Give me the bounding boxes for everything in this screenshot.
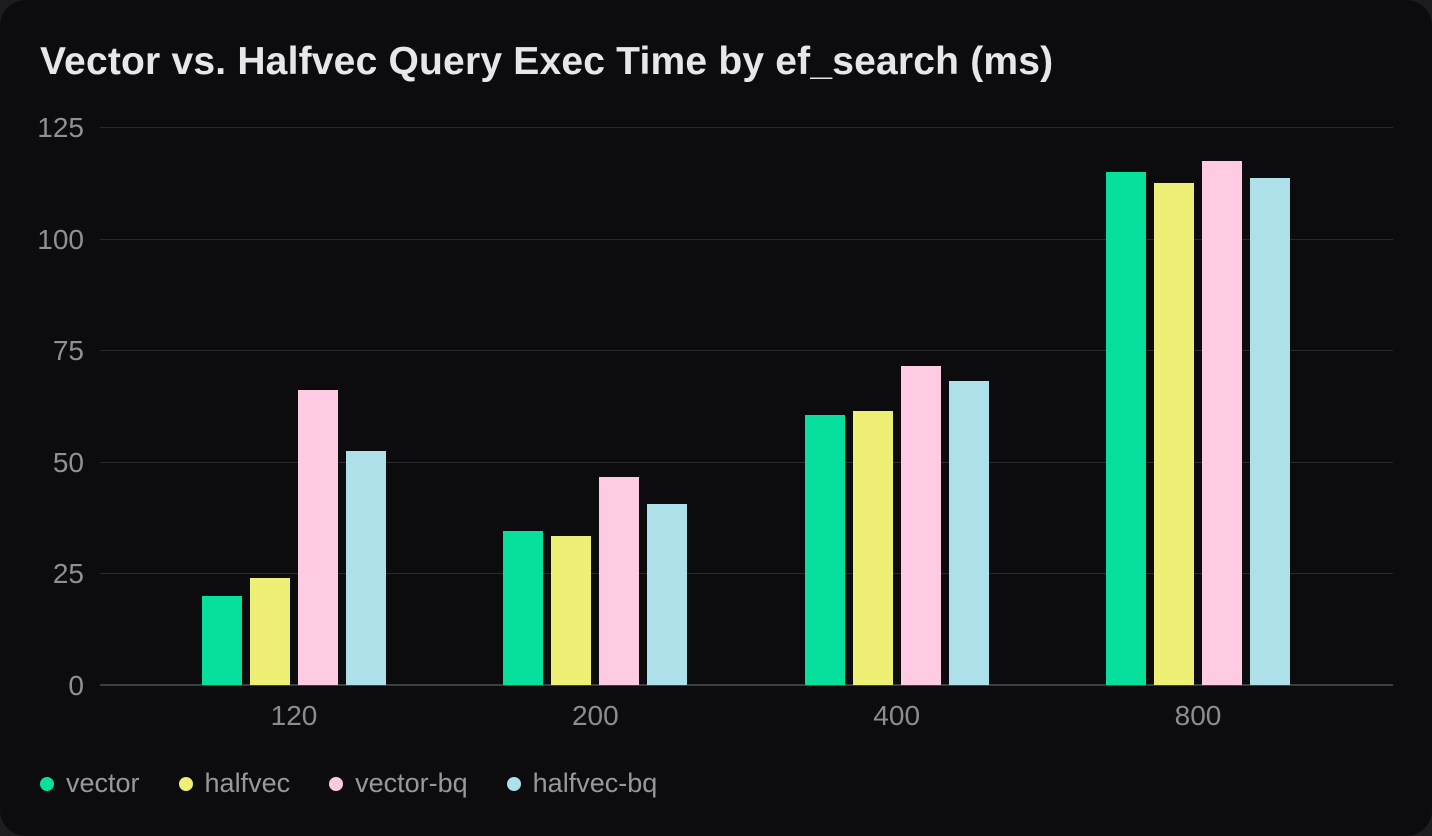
y-tick-label: 50 — [52, 446, 84, 478]
bar-groups: 120 200 400 800 — [100, 128, 1393, 731]
legend-item-vector-bq[interactable]: vector-bq — [329, 768, 468, 799]
bar-vector-bq-400[interactable] — [900, 365, 941, 685]
x-axis-line — [100, 684, 1393, 686]
y-tick-label: 75 — [52, 335, 84, 367]
x-category-label: 120 — [270, 700, 318, 731]
y-tick-label: 100 — [37, 223, 84, 255]
y-tick-label: 125 — [37, 112, 84, 143]
bar-halfvec-bq-200[interactable] — [647, 504, 688, 685]
bar-halfvec-bq-400[interactable] — [948, 381, 989, 685]
bar-vector-800[interactable] — [1105, 171, 1146, 685]
gridline — [100, 238, 1393, 240]
legend-item-halfvec[interactable]: halfvec — [178, 768, 291, 799]
x-category-label: 400 — [873, 700, 921, 731]
bar-halfvec-bq-800[interactable] — [1249, 178, 1290, 685]
bar-halfvec-120[interactable] — [250, 577, 290, 685]
gridline — [100, 573, 1393, 575]
bar-group-120: 120 — [202, 390, 386, 731]
bar-vector-200[interactable] — [503, 531, 544, 685]
x-category-label: 800 — [1174, 700, 1222, 731]
x-category-label: 200 — [571, 700, 619, 731]
bar-halfvec-400[interactable] — [852, 410, 893, 685]
y-tick-label: 25 — [52, 558, 84, 590]
y-tick-label: 0 — [68, 670, 84, 701]
legend-color-dot — [178, 776, 193, 791]
bar-group-200: 200 — [503, 477, 688, 731]
legend-label: halfvec — [204, 768, 291, 798]
bar-vector-bq-200[interactable] — [599, 477, 640, 685]
bar-vector-bq-120[interactable] — [298, 390, 338, 685]
legend-color-dot — [40, 776, 54, 791]
legend-color-dot — [329, 776, 344, 791]
bar-vector-120[interactable] — [202, 595, 242, 685]
bar-group-800: 800 — [1105, 160, 1290, 731]
gridline — [100, 461, 1393, 463]
bar-vector-400[interactable] — [804, 414, 845, 685]
gridline — [100, 127, 1393, 128]
bar-halfvec-bq-120[interactable] — [346, 450, 386, 685]
legend-item-vector[interactable]: vector — [40, 768, 140, 799]
legend-color-dot — [506, 776, 521, 791]
legend-label: vector-bq — [355, 768, 468, 798]
bar-group-400: 400 — [804, 365, 989, 731]
legend: vector halfvec vector-bq halfvec-bq — [40, 768, 657, 799]
gridline — [100, 350, 1393, 352]
bar-halfvec-200[interactable] — [551, 535, 592, 685]
plot-area: 0 25 50 75 100 125 120 200 400 800 — [37, 112, 1393, 731]
legend-label: halfvec-bq — [532, 768, 658, 798]
legend-label: vector — [66, 768, 140, 798]
legend-item-halfvec-bq[interactable]: halfvec-bq — [506, 768, 658, 799]
bar-vector-bq-800[interactable] — [1201, 160, 1242, 685]
chart-title: Vector vs. Halfvec Query Exec Time by ef… — [40, 40, 1054, 83]
bar-halfvec-800[interactable] — [1153, 182, 1194, 685]
